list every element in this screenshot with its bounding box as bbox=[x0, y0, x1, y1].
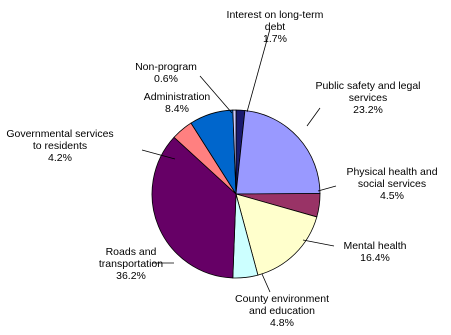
slice-labels: Interest on long-term debt 1.7% Public safe… bbox=[6, 9, 437, 329]
slice-label: Interest on long-term debt 1.7% bbox=[227, 9, 324, 45]
slice-name: Physical health and bbox=[346, 166, 437, 178]
slice-label: Roads and transportation 36.2% bbox=[99, 246, 163, 282]
pie-slice bbox=[232, 109, 237, 195]
slice-label: Public safety and legal services 23.2% bbox=[315, 80, 420, 116]
leader-lines bbox=[141, 28, 337, 293]
leader-line bbox=[246, 28, 271, 113]
slice-name: transportation bbox=[99, 258, 163, 270]
slice-percent: 8.4% bbox=[165, 103, 189, 115]
pie-slice bbox=[235, 193, 318, 276]
slice-label: Physical health and social services 4.5% bbox=[346, 166, 437, 202]
slice-percent: 4.5% bbox=[380, 190, 404, 202]
slice-label: Non-program 0.6% bbox=[135, 61, 197, 85]
pie-slice bbox=[235, 110, 321, 195]
slice-percent: 16.4% bbox=[360, 252, 390, 264]
leader-line bbox=[141, 149, 176, 160]
slice-percent: 0.6% bbox=[154, 73, 178, 85]
pie-slices bbox=[151, 109, 321, 279]
leader-line bbox=[317, 185, 337, 192]
slice-name: Governmental services bbox=[6, 128, 113, 140]
slice-label: Administration 8.4% bbox=[144, 91, 211, 115]
slice-name: services bbox=[349, 92, 388, 104]
leader-line bbox=[261, 273, 271, 293]
slice-percent: 36.2% bbox=[116, 270, 146, 282]
slice-name: social services bbox=[358, 178, 426, 190]
slice-percent: 4.2% bbox=[48, 152, 72, 164]
slice-name: to residents bbox=[33, 140, 87, 152]
slice-name: Mental health bbox=[343, 240, 406, 252]
slice-name: Roads and bbox=[106, 246, 157, 258]
slice-name: debt bbox=[265, 21, 286, 33]
slice-name: County environment bbox=[235, 293, 329, 305]
slice-percent: 1.7% bbox=[263, 33, 287, 45]
slice-name: and education bbox=[249, 305, 315, 317]
slice-label: County environment and education 4.8% bbox=[235, 293, 329, 329]
slice-name: Interest on long-term bbox=[227, 9, 324, 21]
slice-label: Governmental services to residents 4.2% bbox=[6, 128, 113, 164]
leader-line bbox=[306, 107, 321, 127]
slice-name: Public safety and legal bbox=[315, 80, 420, 92]
slice-name: Non-program bbox=[135, 61, 197, 73]
leader-line bbox=[199, 75, 233, 114]
slice-percent: 4.8% bbox=[270, 317, 294, 329]
leader-line bbox=[302, 239, 335, 247]
slice-name: Administration bbox=[144, 91, 211, 103]
slice-percent: 23.2% bbox=[353, 104, 383, 116]
slice-label: Mental health 16.4% bbox=[343, 240, 406, 264]
